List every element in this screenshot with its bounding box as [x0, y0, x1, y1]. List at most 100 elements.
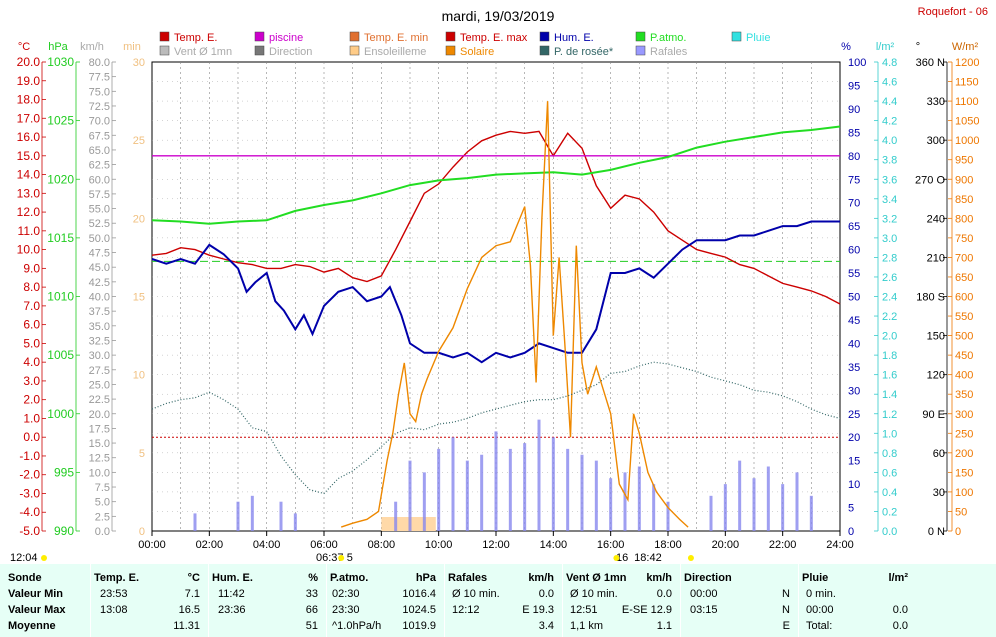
header-vent: Vent Ø 1mn — [566, 572, 627, 584]
rain-axis-tick: 1.4 — [882, 389, 897, 401]
dir-axis-tick: 180 S — [916, 292, 945, 304]
dir-axis-tick: 270 O — [915, 174, 945, 186]
wind-axis-tick: 37.5 — [89, 306, 110, 318]
pressure-axis-tick: 1030 — [47, 55, 74, 69]
row-temp-time: 23:53 — [100, 588, 128, 600]
x-tick-label: 16:00 — [597, 539, 625, 551]
temp-axis-tick: 10.0 — [17, 243, 41, 257]
rain-axis-tick: 4.8 — [882, 57, 897, 69]
dir-axis-tick: 330 — [927, 96, 945, 108]
row-hum-value: 33 — [305, 588, 318, 600]
solar-axis-tick: 650 — [955, 272, 973, 284]
temp-axis-tick: 12.0 — [17, 205, 41, 219]
pct-axis-tick: 90 — [848, 104, 860, 116]
header-sonde: Sonde — [8, 572, 42, 584]
rain-axis-tick: 1.6 — [882, 370, 897, 382]
temp-axis-tick: -1.0 — [19, 449, 40, 463]
solar-axis-tick: 150 — [955, 467, 973, 479]
x-tick-label: 22:00 — [769, 539, 797, 551]
temp-axis-tick: 15.0 — [17, 149, 41, 163]
sun-dot — [687, 555, 694, 561]
table-separator — [208, 564, 209, 637]
row-dir-time: 00:00 — [690, 588, 718, 600]
dir-axis-tick: 90 E — [922, 409, 945, 421]
legend-label: Hum. E. — [554, 32, 594, 44]
pct-axis-tick: 70 — [848, 198, 860, 210]
unit-label: °C — [18, 41, 30, 53]
row-vent-value: 1.1 — [656, 620, 672, 632]
wind-axis-tick: 12.5 — [89, 453, 110, 465]
row-raf-value: E 19.3 — [522, 604, 554, 616]
pct-axis-tick: 40 — [848, 338, 860, 350]
pressure-axis-tick: 990 — [54, 524, 74, 538]
row-pluie-value: 0.0 — [892, 620, 908, 632]
wind-axis-tick: 80.0 — [89, 57, 110, 69]
legend-label: Vent Ø 1mn — [174, 46, 232, 58]
pct-axis-tick: 35 — [848, 362, 860, 374]
temp-axis-tick: -5.0 — [19, 524, 40, 538]
wind-axis-tick: 75.0 — [89, 86, 110, 98]
unit-label: hPa — [48, 41, 68, 53]
temp-axis-tick: 19.0 — [17, 74, 41, 88]
temp-axis-tick: 9.0 — [23, 261, 40, 275]
row-patmo-time: 02:30 — [332, 588, 360, 600]
wind-axis-tick: 72.5 — [89, 101, 110, 113]
wind-axis-tick: 57.5 — [89, 189, 110, 201]
rain-axis-tick: 2.6 — [882, 272, 897, 284]
table-separator — [562, 564, 563, 637]
solar-axis-tick: 350 — [955, 389, 973, 401]
row-patmo-time: 23:30 — [332, 604, 360, 616]
sunset-label: 18:42 — [634, 552, 662, 564]
wind-axis-tick: 35.0 — [89, 321, 110, 333]
legend-swatch — [445, 31, 456, 42]
temp-axis-tick: 18.0 — [17, 93, 41, 107]
solar-axis-tick: 1050 — [955, 116, 979, 128]
row-vent-time: 12:51 — [570, 604, 598, 616]
wind-axis-tick: 20.0 — [89, 409, 110, 421]
temp-axis-tick: -3.0 — [19, 486, 40, 500]
legend: Temp. E. piscine Temp. E. min Temp. E. max H… — [159, 31, 770, 58]
row-vent-time: Ø 10 min. — [570, 588, 618, 600]
chart-title: mardi, 19/03/2019 — [442, 8, 555, 24]
row-temp-value: 16.5 — [178, 604, 200, 616]
row-patmo-value: 1019.9 — [402, 620, 436, 632]
wind-axis-tick: 70.0 — [89, 116, 110, 128]
row-raf-time: Ø 10 min. — [452, 588, 500, 600]
header-unit: % — [308, 572, 318, 584]
temp-axis-tick: 8.0 — [23, 280, 40, 294]
rain-axis-tick: 3.6 — [882, 174, 897, 186]
solar-axis-tick: 0 — [955, 526, 961, 538]
solar-axis-tick: 50 — [955, 506, 967, 518]
row-patmo-value: 1016.4 — [402, 588, 436, 600]
sunrise-label: 06:37 — [316, 552, 344, 564]
dir-axis-tick: 150 — [927, 331, 945, 343]
x-tick-label: 04:00 — [253, 539, 281, 551]
wind-axis-tick: 25.0 — [89, 379, 110, 391]
dir-axis-tick: 30 — [933, 487, 945, 499]
wind-axis-tick: 17.5 — [89, 423, 110, 435]
x-tick-label: 02:00 — [196, 539, 224, 551]
solar-axis-tick: 900 — [955, 174, 973, 186]
wind-axis-tick: 62.5 — [89, 160, 110, 172]
x-tick-label: 12:00 — [482, 539, 510, 551]
unit-label: % — [841, 41, 851, 53]
wind-axis-tick: 22.5 — [89, 394, 110, 406]
header-pluie: Pluie — [802, 572, 829, 584]
row-raf-value: 3.4 — [538, 620, 554, 632]
series-solaire — [340, 101, 689, 528]
pct-axis-tick: 15 — [848, 456, 860, 468]
solar-axis-tick: 300 — [955, 409, 973, 421]
row-vent-time: 1,1 km — [570, 620, 604, 632]
rain-axis-tick: 4.4 — [882, 96, 897, 108]
unit-label: min — [123, 41, 141, 53]
pressure-axis-tick: 1005 — [47, 348, 74, 362]
rain-axis-tick: 2.4 — [882, 292, 897, 304]
row-temp-value: 11.31 — [173, 620, 200, 632]
solar-axis-tick: 1000 — [955, 135, 979, 147]
minutes-axis-tick: 0 — [139, 526, 145, 538]
wind-axis-tick: 5.0 — [95, 497, 110, 509]
x-tick-label: 10:00 — [425, 539, 453, 551]
rain-axis-tick: 3.4 — [882, 194, 897, 206]
row-raf-time: 12:12 — [452, 604, 480, 616]
legend-swatch — [254, 45, 265, 56]
